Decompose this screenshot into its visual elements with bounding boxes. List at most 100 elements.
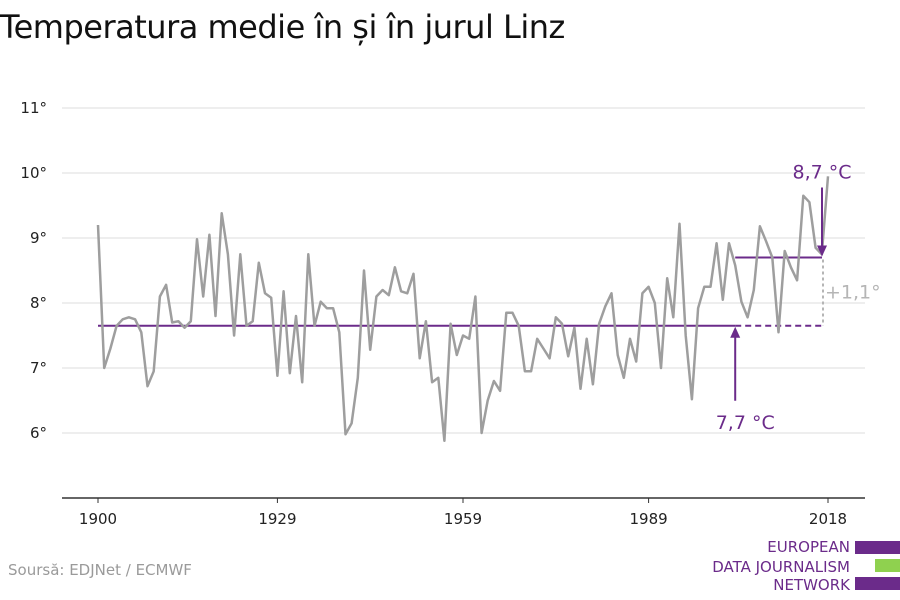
data-point: [777, 331, 779, 333]
y-tick-label: 7°: [30, 359, 47, 377]
data-point: [375, 295, 377, 297]
data-point: [338, 331, 340, 333]
y-tick-label: 6°: [30, 424, 47, 442]
data-point: [400, 290, 402, 292]
y-tick-label: 11°: [20, 99, 47, 117]
data-point: [796, 279, 798, 281]
data-point: [208, 234, 210, 236]
data-point: [159, 295, 161, 297]
data-point: [530, 370, 532, 372]
data-point: [474, 295, 476, 297]
data-point: [542, 347, 544, 349]
data-point: [660, 367, 662, 369]
data-point: [462, 334, 464, 336]
data-point: [567, 355, 569, 357]
data-point: [350, 422, 352, 424]
logo-line-3: NETWORK: [773, 576, 850, 594]
logo-bar-3: [855, 577, 900, 590]
logo-bar-1: [855, 541, 900, 554]
annotations: 7,7 °C 8,7 °C +1,1°: [716, 162, 881, 434]
data-point: [771, 256, 773, 258]
x-tick-label: 1900: [79, 510, 117, 528]
data-point: [629, 338, 631, 340]
y-tick-label: 10°: [20, 164, 47, 182]
label-8-7: 8,7 °C: [792, 162, 851, 184]
data-point: [97, 224, 99, 226]
series-layer: [96, 176, 830, 443]
data-point: [635, 360, 637, 362]
data-point: [431, 381, 433, 383]
data-point: [586, 338, 588, 340]
data-point: [672, 316, 674, 318]
data-point: [326, 307, 328, 309]
data-point: [604, 305, 606, 307]
data-point: [183, 327, 185, 329]
data-point: [728, 242, 730, 244]
data-point: [487, 399, 489, 401]
data-point: [128, 316, 130, 318]
data-point: [468, 338, 470, 340]
data-point: [685, 334, 687, 336]
data-point: [276, 375, 278, 377]
data-point: [449, 323, 451, 325]
data-point: [301, 381, 303, 383]
data-point: [115, 325, 117, 327]
data-point: [734, 264, 736, 266]
data-point: [697, 307, 699, 309]
data-point: [623, 377, 625, 379]
data-point: [678, 223, 680, 225]
y-tick-label: 8°: [30, 294, 47, 312]
data-point: [573, 327, 575, 329]
data-point: [344, 433, 346, 435]
x-tick-label: 1929: [258, 510, 296, 528]
data-point: [140, 331, 142, 333]
y-axis-ticks: 6° 7° 8° 9° 10° 11°: [20, 99, 47, 442]
data-point: [555, 316, 557, 318]
data-point: [239, 253, 241, 255]
temperature-series-line: [96, 176, 830, 443]
data-point: [703, 286, 705, 288]
chart-title: Temperatura medie în și în jurul Linz: [0, 8, 565, 46]
data-point: [709, 286, 711, 288]
label-difference: +1,1°: [825, 282, 881, 304]
data-point: [134, 318, 136, 320]
y-tick-label: 9°: [30, 229, 47, 247]
data-point: [493, 380, 495, 382]
data-point: [313, 325, 315, 327]
data-point: [369, 349, 371, 351]
data-point: [196, 238, 198, 240]
x-tick-label: 1989: [629, 510, 667, 528]
data-point: [245, 325, 247, 327]
data-point: [307, 253, 309, 255]
data-point: [406, 292, 408, 294]
data-point: [790, 266, 792, 268]
data-point: [592, 383, 594, 385]
data-point: [524, 370, 526, 372]
data-point: [548, 357, 550, 359]
data-point: [759, 225, 761, 227]
data-point: [641, 292, 643, 294]
data-point: [165, 284, 167, 286]
grid-layer: [62, 107, 865, 434]
x-axis: 1900 1929 1959 1989 2018: [62, 497, 865, 528]
data-point: [320, 301, 322, 303]
data-point: [171, 321, 173, 323]
data-point: [579, 388, 581, 390]
data-point: [740, 301, 742, 303]
data-point: [480, 432, 482, 434]
logo-line-2: DATA JOURNALISM: [712, 558, 850, 576]
data-point: [499, 390, 501, 392]
data-point: [363, 269, 365, 271]
data-point: [282, 290, 284, 292]
data-point: [418, 357, 420, 359]
data-point: [802, 195, 804, 197]
data-point: [381, 289, 383, 291]
data-point: [517, 325, 519, 327]
source-note: Soursă: EDJNet / ECMWF: [8, 561, 192, 579]
data-point: [295, 315, 297, 317]
data-point: [654, 302, 656, 304]
data-point: [753, 289, 755, 291]
data-point: [122, 318, 124, 320]
data-point: [251, 320, 253, 322]
logo-line-1: EUROPEAN: [767, 538, 850, 556]
